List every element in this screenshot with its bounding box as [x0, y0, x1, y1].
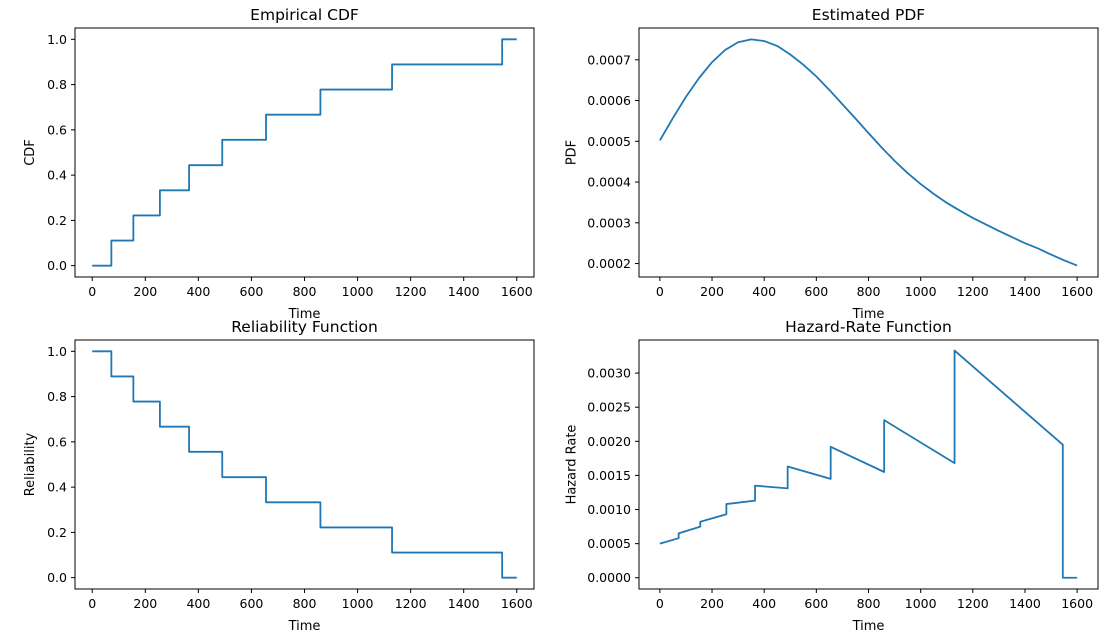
x-tick-label: 1600	[501, 284, 533, 299]
y-tick-label: 0.0	[47, 570, 67, 585]
series-line	[659, 349, 1078, 579]
y-tick-label: 1.0	[47, 344, 67, 359]
chart-title: Empirical CDF	[250, 6, 359, 24]
x-tick-label: 0	[656, 284, 664, 299]
y-tick-label: 0.6	[47, 434, 67, 449]
x-axis-label: Time	[288, 619, 321, 634]
x-tick-label: 0	[88, 284, 96, 299]
x-tick-label: 600	[240, 596, 264, 611]
y-tick-label: 0.0025	[587, 400, 631, 415]
x-tick-label: 1600	[1061, 596, 1093, 611]
axes-frame	[638, 27, 1099, 278]
x-tick-label: 800	[857, 284, 881, 299]
y-tick-label: 0.0	[47, 258, 67, 273]
series-line	[92, 350, 517, 579]
x-tick-label: 400	[752, 596, 776, 611]
x-tick-label: 400	[752, 284, 776, 299]
y-tick-label: 0.0004	[587, 175, 631, 190]
x-tick-label: 1400	[1009, 284, 1041, 299]
panel-empirical-cdf: 0 200 400 600 800 1000 1200 1400 1600 0.0 0.2 0.4 0.…	[23, 6, 535, 322]
x-tick-label: 600	[240, 284, 264, 299]
x-tick-label: 1400	[1009, 596, 1041, 611]
x-tick-label: 1000	[342, 284, 374, 299]
y-tick-label: 0.0020	[587, 434, 631, 449]
y-axis-label: PDF	[564, 140, 579, 165]
chart-title: Reliability Function	[231, 318, 378, 336]
x-tick-label: 1400	[448, 596, 480, 611]
panel-reliability-function: 0 200 400 600 800 1000 1200 1400 1600 0.0 0.2 0.4 0.…	[23, 318, 535, 634]
x-tick-label: 1000	[342, 596, 374, 611]
y-tick-label: 0.0005	[587, 134, 631, 149]
x-axis-label: Time	[852, 307, 885, 322]
chart-title: Hazard-Rate Function	[785, 318, 952, 336]
y-tick-label: 0.8	[47, 77, 67, 92]
y-axis-label: Reliability	[23, 432, 38, 496]
axes-frame	[74, 339, 535, 590]
series-line	[659, 38, 1078, 267]
x-tick-label: 1000	[905, 596, 937, 611]
panel-estimated-pdf: 0 200 400 600 800 1000 1200 1400 1600 0.0002 0.000…	[564, 6, 1099, 322]
x-tick-label: 600	[804, 284, 828, 299]
x-tick-label: 200	[700, 596, 724, 611]
axes-frame	[74, 27, 535, 278]
x-tick-label: 1600	[1061, 284, 1093, 299]
y-tick-label: 0.2	[47, 213, 67, 228]
y-tick-label: 0.4	[47, 480, 67, 495]
y-tick-label: 0.0010	[587, 502, 631, 517]
y-tick-label: 0.8	[47, 389, 67, 404]
x-tick-label: 0	[88, 596, 96, 611]
y-tick-label: 0.0006	[587, 93, 631, 108]
series-line	[92, 38, 517, 267]
y-tick-label: 0.6	[47, 122, 67, 137]
y-axis-label: CDF	[23, 139, 38, 166]
y-tick-label: 0.0003	[587, 215, 631, 230]
x-tick-label: 1000	[905, 284, 937, 299]
x-tick-label: 200	[133, 284, 157, 299]
x-axis-label: Time	[852, 619, 885, 634]
y-axis-label: Hazard Rate	[564, 425, 579, 505]
y-tick-label: 0.0005	[587, 536, 631, 551]
x-axis-label: Time	[288, 307, 321, 322]
y-tick-label: 0.0015	[587, 468, 631, 483]
y-tick-label: 0.0030	[587, 366, 631, 381]
x-tick-label: 800	[293, 596, 317, 611]
panel-hazard-rate-function: 0 200 400 600 800 1000 1200 1400 1600 0.0000 0.000…	[564, 318, 1099, 634]
x-tick-label: 1400	[448, 284, 480, 299]
chart-title: Estimated PDF	[812, 6, 926, 24]
y-tick-label: 0.4	[47, 168, 67, 183]
x-tick-label: 200	[133, 596, 157, 611]
x-tick-label: 0	[656, 596, 664, 611]
x-tick-label: 600	[804, 596, 828, 611]
y-tick-label: 0.0007	[587, 52, 631, 67]
y-tick-label: 0.0000	[587, 570, 631, 585]
x-tick-label: 800	[293, 284, 317, 299]
x-tick-label: 400	[186, 284, 210, 299]
x-tick-label: 1200	[957, 596, 989, 611]
x-tick-label: 1200	[395, 284, 427, 299]
x-tick-label: 1600	[501, 596, 533, 611]
x-tick-label: 800	[857, 596, 881, 611]
x-tick-label: 1200	[957, 284, 989, 299]
x-tick-label: 200	[700, 284, 724, 299]
y-tick-label: 0.0002	[587, 256, 631, 271]
y-tick-label: 0.2	[47, 525, 67, 540]
x-tick-label: 1200	[395, 596, 427, 611]
x-tick-label: 400	[186, 596, 210, 611]
y-tick-label: 1.0	[47, 32, 67, 47]
